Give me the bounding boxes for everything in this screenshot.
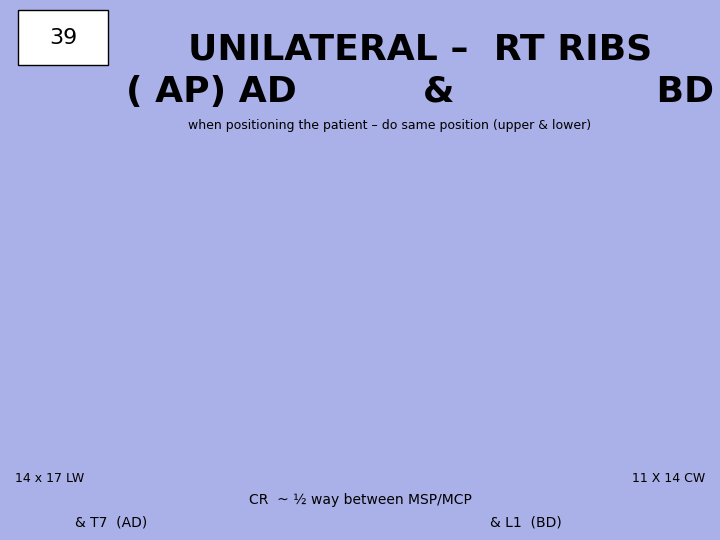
- Text: & L1  (BD): & L1 (BD): [490, 515, 562, 529]
- Text: 14 x 17 LW: 14 x 17 LW: [15, 471, 84, 484]
- Text: & T7  (AD): & T7 (AD): [75, 515, 148, 529]
- Text: 11 X 14 CW: 11 X 14 CW: [631, 471, 705, 484]
- Text: ( AP) AD          &                BD: ( AP) AD & BD: [126, 75, 714, 109]
- Text: UNILATERAL –  RT RIBS: UNILATERAL – RT RIBS: [188, 33, 652, 67]
- Text: CR  ~ ½ way between MSP/MCP: CR ~ ½ way between MSP/MCP: [248, 493, 472, 507]
- Text: 39: 39: [49, 28, 77, 48]
- FancyBboxPatch shape: [18, 10, 108, 65]
- Text: when positioning the patient – do same position (upper & lower): when positioning the patient – do same p…: [189, 118, 592, 132]
